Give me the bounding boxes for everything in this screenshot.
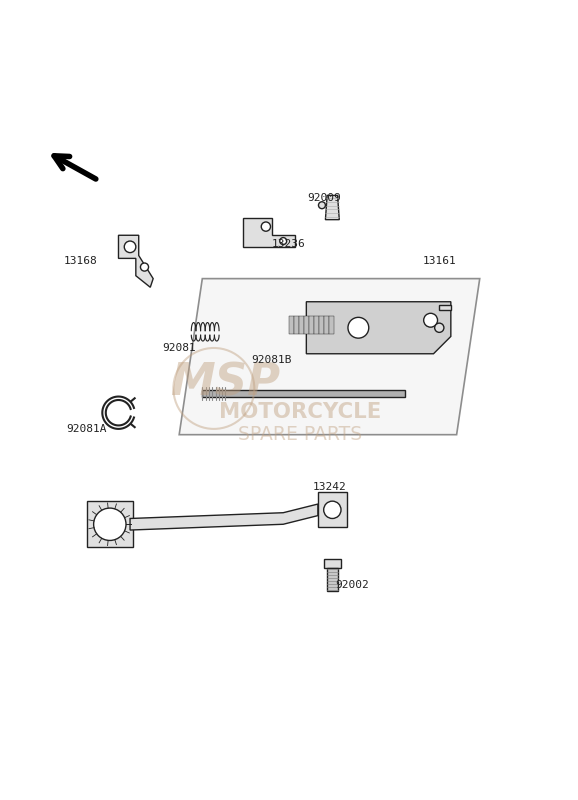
Polygon shape bbox=[87, 501, 133, 547]
Circle shape bbox=[280, 238, 287, 245]
Polygon shape bbox=[179, 278, 480, 434]
Circle shape bbox=[318, 202, 325, 209]
Polygon shape bbox=[329, 316, 334, 334]
Polygon shape bbox=[318, 493, 347, 527]
Polygon shape bbox=[294, 316, 299, 334]
Polygon shape bbox=[325, 195, 339, 220]
Polygon shape bbox=[439, 305, 451, 310]
Polygon shape bbox=[304, 316, 309, 334]
Circle shape bbox=[94, 508, 126, 541]
Circle shape bbox=[435, 323, 444, 332]
Text: 13168: 13168 bbox=[64, 256, 98, 266]
Circle shape bbox=[124, 241, 136, 253]
Polygon shape bbox=[130, 504, 318, 530]
Polygon shape bbox=[299, 316, 303, 334]
Circle shape bbox=[324, 501, 341, 518]
Text: 92081: 92081 bbox=[162, 343, 196, 353]
Polygon shape bbox=[306, 302, 451, 354]
Polygon shape bbox=[289, 316, 294, 334]
Text: 92081B: 92081B bbox=[251, 354, 292, 365]
Circle shape bbox=[140, 263, 149, 271]
Polygon shape bbox=[309, 316, 314, 334]
Polygon shape bbox=[319, 316, 324, 334]
Circle shape bbox=[424, 314, 438, 327]
Polygon shape bbox=[327, 568, 338, 590]
Text: SPARE PARTS: SPARE PARTS bbox=[239, 425, 362, 444]
Text: MOTORCYCLE: MOTORCYCLE bbox=[220, 402, 381, 422]
Text: MSP: MSP bbox=[171, 361, 280, 404]
Circle shape bbox=[261, 222, 271, 231]
Polygon shape bbox=[243, 218, 295, 247]
Text: 13161: 13161 bbox=[423, 256, 456, 266]
Polygon shape bbox=[314, 316, 319, 334]
Text: 92081A: 92081A bbox=[66, 424, 107, 434]
Text: 13242: 13242 bbox=[313, 482, 346, 492]
Polygon shape bbox=[324, 316, 329, 334]
Polygon shape bbox=[202, 390, 405, 397]
Polygon shape bbox=[118, 235, 153, 287]
Text: 92002: 92002 bbox=[336, 580, 369, 590]
Text: 13236: 13236 bbox=[272, 239, 306, 249]
Polygon shape bbox=[324, 559, 341, 568]
Circle shape bbox=[348, 318, 369, 338]
Text: 92009: 92009 bbox=[307, 193, 340, 202]
